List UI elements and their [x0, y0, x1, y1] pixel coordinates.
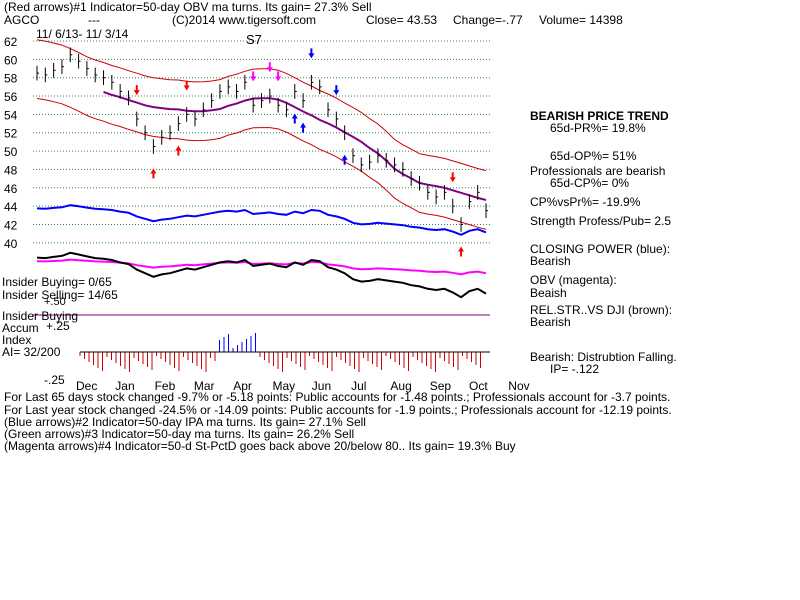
accum-label: Accum — [2, 321, 39, 335]
blue-arrow — [333, 85, 340, 96]
y-tick-label: 44 — [4, 200, 18, 214]
magenta-arrow — [250, 71, 257, 82]
index-label: Index — [2, 333, 32, 347]
op-value: 65d-OP%= 51% — [550, 149, 637, 163]
insider-buying-count: Insider Buying= 0/65 — [2, 275, 112, 289]
y-tick-label: 56 — [4, 90, 18, 104]
cp-vs-pr: CP%vsPr%= -19.9% — [530, 195, 641, 209]
ticker-symbol: AGCO — [4, 13, 40, 27]
pr-value: 65d-PR%= 19.8% — [550, 121, 646, 135]
price-bars — [36, 47, 488, 232]
y-tick-label: 54 — [4, 108, 18, 122]
y-tick-label: 52 — [4, 127, 18, 141]
closing-power-label: CLOSING POWER (blue): — [530, 242, 671, 256]
ticker-dashes: --- — [88, 13, 100, 27]
accum-plus-25: +.25 — [46, 319, 70, 333]
volume-value: Volume= 14398 — [539, 13, 623, 27]
footer-65day: For Last 65 days stock changed -9.7% or … — [4, 390, 671, 404]
strength-profess-pub: Strength Profess/Pub= 2.5 — [530, 214, 672, 228]
trend-title: BEARISH PRICE TREND — [530, 109, 669, 123]
y-tick-label: 50 — [4, 145, 18, 159]
closing-power-line — [36, 204, 487, 236]
insider-selling-count: Insider Selling= 14/65 — [2, 288, 118, 302]
blue-arrow — [308, 48, 315, 59]
accum-minus-25: -.25 — [44, 373, 65, 387]
ai-value: AI= 32/200 — [2, 345, 61, 359]
blue-arrow — [341, 154, 348, 165]
price-bands — [36, 39, 487, 230]
ip-value: IP= -.122 — [550, 362, 600, 376]
copyright: (C)2014 www.tigersoft.com — [172, 13, 317, 27]
magenta-arrow — [266, 62, 273, 73]
month-label: Apr — [233, 379, 252, 393]
red-arrow — [150, 168, 157, 179]
footer-green-arrows: (Green arrows)#3 Indicator=50-day ma tur… — [4, 427, 355, 441]
y-tick-label: 40 — [4, 237, 18, 251]
professionals-status: Professionals are bearish — [530, 164, 666, 178]
month-label: Mar — [194, 379, 215, 393]
red-arrow — [175, 145, 182, 156]
month-label: Feb — [155, 379, 176, 393]
month-label: Dec — [76, 379, 97, 393]
blue-arrow — [291, 113, 298, 124]
distribution-status: Bearish: Distrubtion Falling. — [530, 350, 677, 364]
blue-arrow — [300, 122, 307, 133]
ma50-line — [103, 90, 487, 201]
insider-buying-label: Insider Buying — [2, 309, 79, 323]
closing-power-state: Bearish — [530, 254, 571, 268]
indicator-1-title: (Red arrows)#1 Indicator=50-day OBV ma t… — [4, 0, 372, 14]
footer-blue-arrows: (Blue arrows)#2 Indicator=50-day IPA ma … — [4, 415, 366, 429]
month-label: May — [273, 379, 296, 393]
obv-line — [36, 258, 487, 276]
upper-band — [36, 39, 487, 172]
y-tick-label: 58 — [4, 72, 18, 86]
y-tick-label: 42 — [4, 218, 18, 232]
month-label: Jun — [312, 379, 331, 393]
close-value: Close= 43.53 — [366, 13, 438, 27]
relstr-state: Bearish — [530, 315, 571, 329]
signal-s7-label: S7 — [246, 32, 262, 47]
red-arrow — [458, 246, 465, 257]
y-tick-label: 62 — [4, 35, 18, 49]
month-label: Oct — [469, 379, 488, 393]
accum-plus-50: +.50 — [44, 296, 66, 308]
obv-label: OBV (magenta): — [530, 273, 617, 287]
signal-arrows — [133, 48, 465, 257]
indicator-lines — [33, 204, 490, 316]
month-label: Jan — [115, 379, 134, 393]
y-tick-label: 48 — [4, 163, 18, 177]
cp-value: 65d-CP%= 0% — [550, 176, 630, 190]
date-range: 11/ 6/13- 11/ 3/14 — [36, 27, 129, 41]
price-axis-ticks: 62 60 58 56 54 52 50 48 46 44 42 40 — [4, 35, 18, 251]
month-label: Jul — [351, 379, 366, 393]
relstr-label: REL.STR..VS DJI (brown): — [530, 303, 673, 317]
red-arrow — [183, 80, 190, 91]
obv-state: Beaish — [530, 286, 567, 300]
relstr-line — [36, 251, 487, 299]
y-tick-label: 46 — [4, 182, 18, 196]
footer-magenta-arrows: (Magenta arrows)#4 Indicator=50-d St-Pct… — [4, 439, 516, 453]
month-label: Nov — [508, 379, 529, 393]
footer-year: For Last year stock changed -24.5% or -1… — [4, 403, 672, 417]
red-arrow — [133, 85, 140, 96]
accumulation-index — [79, 333, 490, 372]
y-tick-label: 60 — [4, 53, 18, 67]
change-value: Change=-.77 — [453, 13, 523, 27]
red-arrow — [449, 172, 456, 183]
magenta-arrow — [275, 71, 282, 82]
month-label: Sep — [430, 379, 452, 393]
month-label: Aug — [390, 379, 411, 393]
month-labels: Dec Jan Feb Mar Apr May Jun Jul Aug Sep Oct Nov — [76, 379, 530, 393]
lower-band — [36, 98, 487, 230]
